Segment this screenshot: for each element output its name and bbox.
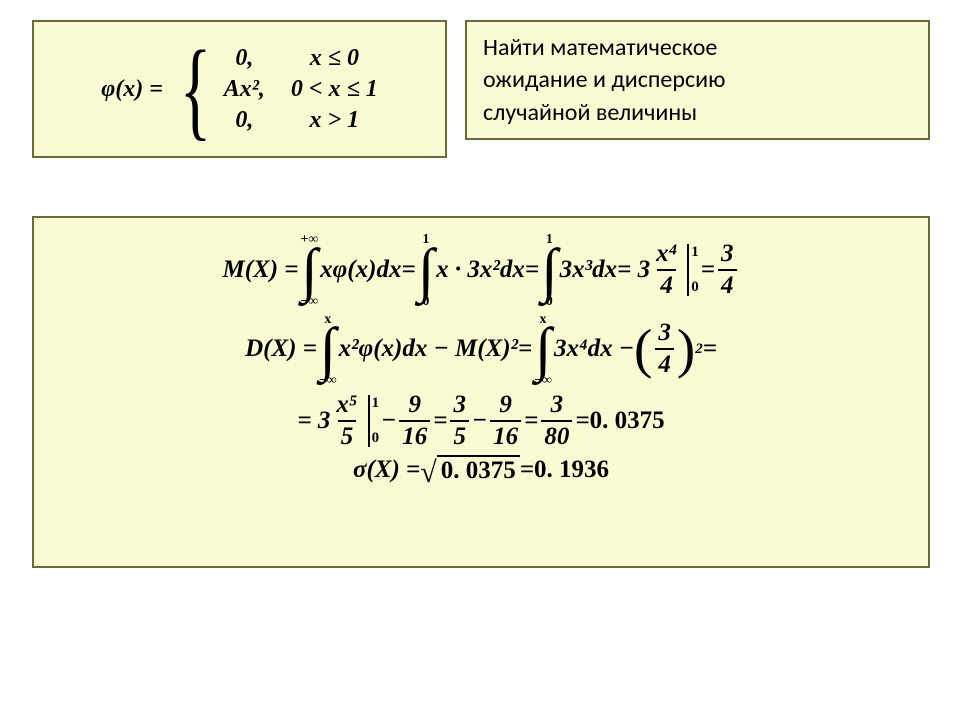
dx-int1: x ∫ −∞ xyxy=(319,312,337,388)
task-line-3: случайной величины xyxy=(483,97,912,129)
brace-icon: { xyxy=(179,40,211,139)
mx-int1: +∞ ∫ −∞ xyxy=(301,232,319,308)
sigma-eq: = xyxy=(520,456,534,484)
dx2-eq3: = xyxy=(575,407,589,435)
dx2-f2: 3 5 xyxy=(450,391,469,451)
mx-eq1: = xyxy=(401,256,415,284)
mx-int2: 1 ∫ 0 xyxy=(418,232,434,308)
formula-box: φ(x) = { 0, x ≤ 0 Ax², 0 < x ≤ 1 0, x > … xyxy=(32,20,447,158)
mx-eval-frac: x⁴ 4 xyxy=(653,240,680,300)
piecewise-function: φ(x) = { 0, x ≤ 0 Ax², 0 < x ≤ 1 0, x > … xyxy=(101,40,378,139)
dx2-minus: − xyxy=(381,407,396,435)
sqrt-icon: √ xyxy=(420,458,436,488)
task-line-2: ожидание и дисперсию xyxy=(483,64,912,96)
mx-line: M(X) = +∞ ∫ −∞ xφ(x)dx = 1 ∫ 0 x · 3x²dx… xyxy=(48,232,914,308)
dx-int2-body: 3x⁴dx − xyxy=(554,335,634,363)
case-1-value: 0, xyxy=(224,45,265,72)
sigma-result: 0. 1936 xyxy=(534,456,609,484)
mx-eq4: = xyxy=(701,256,715,284)
dx2-eval-frac: x⁵ 5 xyxy=(333,391,360,451)
dx-paren: 3 4 xyxy=(634,319,695,379)
dx2-f1: 9 16 xyxy=(399,391,430,451)
dx-line-1: D(X) = x ∫ −∞ x²φ(x)dx − M(X)² = x ∫ −∞ … xyxy=(48,312,914,388)
dx-paren-pow: 2 xyxy=(695,341,703,358)
dx-label: D(X) = xyxy=(245,335,317,363)
case-3-value: 0, xyxy=(224,107,265,134)
case-3-cond: x > 1 xyxy=(291,107,378,134)
piecewise-cases: 0, x ≤ 0 Ax², 0 < x ≤ 1 0, x > 1 xyxy=(224,45,378,134)
dx2-minus2: − xyxy=(472,407,487,435)
mx-eq3: = 3 xyxy=(617,256,650,284)
mx-int1-body: xφ(x)dx xyxy=(320,256,401,284)
dx2-decimal: 0. 0375 xyxy=(590,407,665,435)
mx-eq2: = xyxy=(525,256,539,284)
dx2-evalbar: 1 0 xyxy=(366,395,380,447)
mx-int3: 1 ∫ 0 xyxy=(541,232,557,308)
dx-eq2: = xyxy=(703,335,717,363)
dx-int1-body: x²φ(x)dx − M(X)² xyxy=(339,335,518,363)
sigma-line: σ(X) = √ 0. 0375 = 0. 1936 xyxy=(48,455,914,485)
mx-label: M(X) = xyxy=(222,256,298,284)
sigma-label: σ(X) = xyxy=(353,456,420,484)
dx2-f4: 3 80 xyxy=(541,391,572,451)
dx2-f3: 9 16 xyxy=(490,391,521,451)
dx-eq1: = xyxy=(518,335,532,363)
sigma-sqrt: √ 0. 0375 xyxy=(420,455,519,485)
dx2-lead: = 3 xyxy=(297,407,330,435)
mx-result: 3 4 xyxy=(718,240,737,300)
mx-int3-body: 3x³dx xyxy=(560,256,618,284)
case-2-value: Ax², xyxy=(224,76,265,103)
sigma-radicand: 0. 0375 xyxy=(437,455,520,485)
case-2-cond: 0 < x ≤ 1 xyxy=(291,76,378,103)
task-line-1: Найти математическое xyxy=(483,32,912,64)
dx-int2: x ∫ −∞ xyxy=(534,312,552,388)
dx-line-2: = 3 x⁵ 5 1 0 − 9 16 = 3 5 − 9 16 = xyxy=(48,391,914,451)
dx2-eq1: = xyxy=(433,407,447,435)
solution-box: M(X) = +∞ ∫ −∞ xφ(x)dx = 1 ∫ 0 x · 3x²dx… xyxy=(32,216,930,568)
phi-lhs: φ(x) = xyxy=(101,76,163,103)
case-1-cond: x ≤ 0 xyxy=(291,45,378,72)
mx-int2-body: x · 3x²dx xyxy=(436,256,525,284)
task-box: Найти математическое ожидание и дисперси… xyxy=(465,20,930,140)
mx-evalbar: 1 0 xyxy=(685,244,699,296)
dx2-eq2: = xyxy=(524,407,538,435)
